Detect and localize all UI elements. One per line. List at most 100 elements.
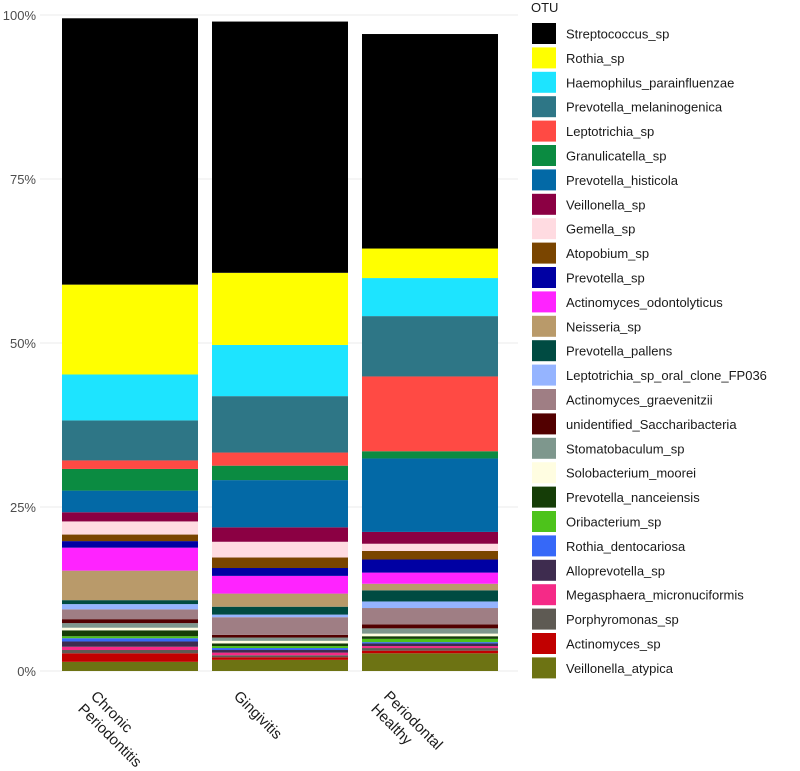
bar-segment bbox=[212, 452, 348, 466]
bar-segment bbox=[362, 646, 498, 649]
bar-segment bbox=[362, 643, 498, 647]
bar-segment bbox=[62, 653, 198, 662]
x-axis: ChronicPeriodontitis Gingivitis Periodonta… bbox=[74, 688, 445, 771]
bar-segment bbox=[362, 648, 498, 651]
legend-key bbox=[532, 413, 556, 435]
legend-key bbox=[532, 47, 556, 69]
bar-segment bbox=[362, 248, 498, 279]
legend-label: Neisseria_sp bbox=[566, 319, 641, 334]
legend-key bbox=[532, 559, 556, 581]
bars bbox=[62, 18, 498, 671]
legend-item: Megasphaera_micronuciformis bbox=[532, 584, 744, 606]
legend-item: Prevotella_nanceiensis bbox=[532, 486, 700, 508]
bar-segment bbox=[362, 278, 498, 317]
legend-label: Haemophilus_parainfluenzae bbox=[566, 75, 734, 90]
bar-segment bbox=[362, 34, 498, 249]
legend-item: Gemella_sp bbox=[532, 218, 635, 240]
legend-label: Prevotella_pallens bbox=[566, 344, 673, 359]
legend-key bbox=[532, 193, 556, 215]
bar-segment bbox=[362, 376, 498, 452]
legend-item: Streptococcus_sp bbox=[532, 23, 669, 44]
legend-key bbox=[532, 267, 556, 288]
bar-segment bbox=[62, 627, 198, 631]
legend-label: Veillonella_atypica bbox=[566, 661, 674, 676]
y-tick-label: 100% bbox=[3, 8, 37, 23]
legend-item: Alloprevotella_sp bbox=[532, 559, 665, 581]
legend-item: Stomatobaculum_sp bbox=[532, 437, 685, 459]
legend-item: Prevotella_pallens bbox=[532, 340, 673, 362]
legend-label: Streptococcus_sp bbox=[566, 27, 669, 42]
x-tick-label-line: Gingivitis bbox=[230, 688, 285, 743]
x-tick-label: PeriodontalHealthy bbox=[367, 688, 445, 766]
legend-label: Gemella_sp bbox=[566, 222, 635, 237]
legend-item: unidentified_Saccharibacteria bbox=[532, 413, 737, 435]
bar-segment bbox=[362, 650, 498, 654]
legend-item: Atopobium_sp bbox=[532, 242, 649, 264]
legend-key bbox=[532, 218, 556, 240]
legend-label: Prevotella_histicola bbox=[566, 173, 679, 188]
bar-segment bbox=[62, 541, 198, 548]
legend-label: Alloprevotella_sp bbox=[566, 563, 665, 578]
bar-segment bbox=[212, 640, 348, 644]
bar-segment bbox=[362, 316, 498, 377]
legend-label: Prevotella_nanceiensis bbox=[566, 490, 700, 505]
legend-key bbox=[532, 486, 556, 508]
bar-segment bbox=[62, 609, 198, 620]
bar-segment bbox=[62, 521, 198, 535]
bar-segment bbox=[362, 633, 498, 637]
bar-segment bbox=[212, 568, 348, 576]
bar-segment bbox=[362, 608, 498, 625]
legend-title: OTU bbox=[531, 0, 558, 15]
legend-label: Rothia_sp bbox=[566, 51, 625, 66]
legend-label: Leptotrichia_sp bbox=[566, 124, 654, 139]
x-tick-label: Gingivitis bbox=[230, 688, 285, 743]
legend-label: Atopobium_sp bbox=[566, 246, 649, 261]
legend-key bbox=[532, 71, 556, 93]
legend-key bbox=[532, 608, 556, 630]
bar-segment bbox=[62, 630, 198, 637]
bar-segment bbox=[212, 643, 348, 647]
legend-key bbox=[532, 96, 556, 118]
bar-segment bbox=[212, 396, 348, 453]
bar-segment bbox=[212, 21, 348, 273]
bar-segment bbox=[362, 451, 498, 459]
bar-segment bbox=[62, 646, 198, 651]
legend-key bbox=[532, 657, 556, 679]
legend-label: unidentified_Saccharibacteria bbox=[566, 417, 737, 432]
bar-segment bbox=[212, 614, 348, 618]
bar-segment bbox=[212, 557, 348, 569]
legend-key bbox=[532, 462, 556, 484]
bar-segment bbox=[212, 650, 348, 653]
bar-segment bbox=[62, 468, 198, 491]
bar-segment bbox=[212, 344, 348, 397]
bar-segment bbox=[62, 600, 198, 605]
bar-segment bbox=[212, 637, 348, 641]
legend-label: Megasphaera_micronuciformis bbox=[566, 588, 744, 603]
bar-segment bbox=[212, 617, 348, 635]
legend-item: Actinomyces_graevenitzii bbox=[532, 389, 713, 410]
bar-segment bbox=[362, 653, 498, 671]
bar-segment bbox=[62, 650, 198, 654]
bar-segment bbox=[212, 648, 348, 651]
bar-segment bbox=[362, 559, 498, 573]
bar-segment bbox=[362, 601, 498, 609]
bar-segment bbox=[62, 636, 198, 639]
bar-segment bbox=[212, 659, 348, 671]
legend-item: Veillonella_sp bbox=[532, 193, 646, 215]
y-tick-label: 50% bbox=[10, 336, 36, 351]
bar-segment bbox=[362, 642, 498, 644]
bar-segment bbox=[212, 480, 348, 528]
legend-item: Prevotella_histicola bbox=[532, 169, 679, 191]
bar-segment bbox=[62, 661, 198, 671]
bar-segment bbox=[212, 541, 348, 558]
bar-segment bbox=[212, 527, 348, 542]
bar-segment bbox=[362, 624, 498, 629]
legend-key bbox=[532, 315, 556, 337]
legend-key bbox=[532, 23, 556, 44]
bar-segment bbox=[362, 583, 498, 591]
bar-segment bbox=[212, 646, 348, 649]
bar-segment bbox=[62, 490, 198, 513]
bar-segment bbox=[212, 655, 348, 658]
legend-label: Veillonella_sp bbox=[566, 197, 646, 212]
bar-segment bbox=[212, 634, 348, 638]
